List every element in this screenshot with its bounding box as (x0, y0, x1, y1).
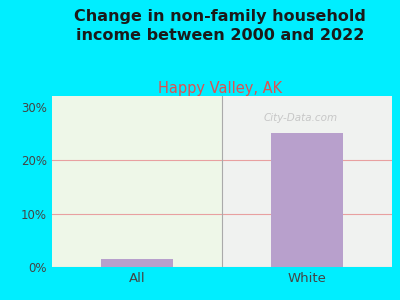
Bar (101, 259, 173, 267)
Bar (222, 96, 392, 267)
Text: Happy Valley, AK: Happy Valley, AK (158, 81, 282, 96)
Text: City-Data.com: City-Data.com (263, 113, 337, 123)
Text: Change in non-family household
income between 2000 and 2022: Change in non-family household income be… (74, 9, 366, 43)
Bar (271, 134, 343, 267)
